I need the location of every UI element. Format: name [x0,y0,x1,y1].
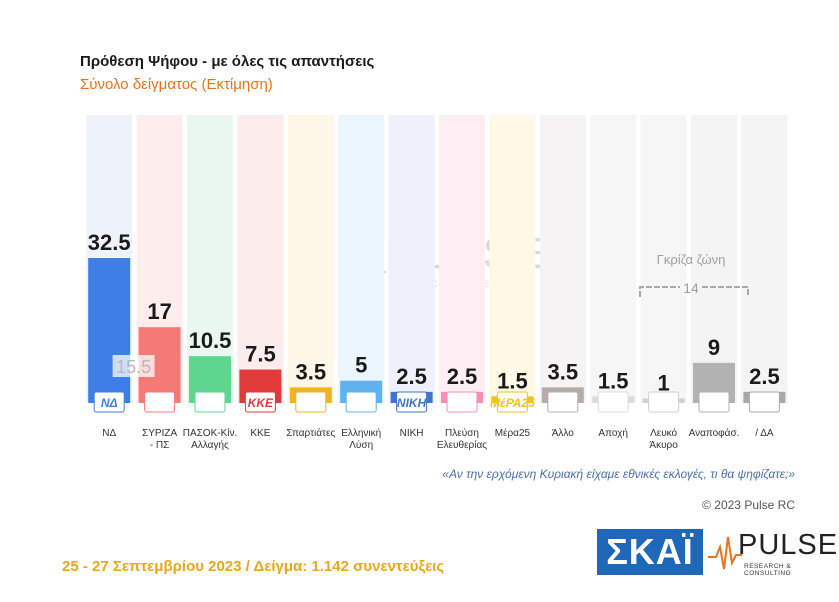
party-logo [396,391,428,413]
chart-subtitle: Σύνολο δείγματος (Εκτίμηση) [80,76,273,93]
annotation-label: 15.5 [116,357,151,377]
category-label: Αλλαγής [191,439,229,451]
party-logo-text: ΝΔ [101,396,118,410]
column-background [640,115,687,403]
chart-title: Πρόθεση Ψήφου - με όλες τις απαντήσεις [80,53,375,70]
category-label: / ΔΑ [755,428,774,439]
skai-logo: ΣΚΑΪ [597,529,703,575]
party-logo [144,391,176,413]
value-label: 2.5 [447,364,478,389]
column-background [590,115,637,403]
value-label: 1 [657,371,669,396]
category-label: ΣΥΡΙΖΑ [142,428,177,439]
party-logo-text: ΜέΡΑ25 [490,396,535,410]
party-logo [295,391,327,413]
survey-question: «Αν την ερχόμενη Κυριακή είχαμε εθνικές … [442,467,795,481]
category-label: Πλεύση [445,427,479,439]
party-logo [244,391,276,413]
column-background [741,115,788,403]
pulse-wave-icon [708,536,742,570]
party-logo [547,391,579,413]
column-background [338,115,385,403]
bar [88,258,131,403]
party-logo-text: ΚΚΕ [248,396,274,410]
party-logo [93,391,125,413]
column-background [388,115,435,403]
value-label: 32.5 [88,230,131,255]
party-logo-text: ΝΙΚΗ [397,396,427,410]
party-logo [446,391,478,413]
column-background [539,115,586,403]
grey-zone-label: Γκρίζα ζώνη [657,252,726,267]
column-background [439,115,485,403]
category-label: Ελληνική [341,427,381,439]
value-label: 3.5 [296,359,327,384]
copyright-notice: © 2023 Pulse RC [702,498,795,512]
column-background [489,115,536,403]
survey-footer: 25 - 27 Σεπτεμβρίου 2023 / Δείγμα: 1.142… [62,558,445,575]
category-label: Λευκό [650,427,677,439]
category-label: Ελευθερίας [437,439,487,451]
category-label: - ΠΣ [150,440,170,451]
party-logo [345,391,377,413]
party-logo [194,391,226,413]
category-label: Μέρα25 [495,427,531,439]
column-background [287,115,334,403]
category-label: ΝΙΚΗ [400,428,424,439]
party-logo [698,391,730,413]
category-label: Αποχή [598,427,628,439]
category-label: ΠΑΣΟΚ-Κίν. [183,427,238,439]
value-label: 2.5 [749,364,780,389]
category-label: Άλλο [552,428,575,439]
party-logo [748,391,780,413]
party-logo [496,391,528,413]
grey-zone-total: 14 [683,280,699,296]
category-label: Λύση [349,439,373,451]
value-label: 1.5 [598,368,629,393]
annotation-box [112,355,155,377]
column-background [691,115,737,403]
column-background [187,115,233,403]
pulse-logo-name: PULSE [738,529,839,561]
column-background [237,115,284,403]
party-logo [648,391,680,413]
category-label: ΝΔ [102,428,116,439]
value-label: 5 [355,353,367,378]
value-label: 10.5 [189,328,232,353]
value-label: 7.5 [245,342,276,367]
value-label: 17 [147,299,171,324]
pulse-logo-tagline: RESEARCH & CONSULTING [744,563,792,577]
value-label: 3.5 [548,359,579,384]
pulse-logo: PULSE RESEARCH & CONSULTING [708,527,837,577]
category-label: ΚΚΕ [250,428,270,439]
category-label: Σπαρτιάτες [286,427,335,439]
category-label: Άκυρο [649,440,678,451]
category-label: Αναποφάσ. [689,427,740,439]
value-label: 9 [708,335,720,360]
party-logo [597,391,629,413]
value-label: 1.5 [497,368,528,393]
grey-zone-bracket [639,286,749,297]
value-label: 2.5 [396,364,427,389]
